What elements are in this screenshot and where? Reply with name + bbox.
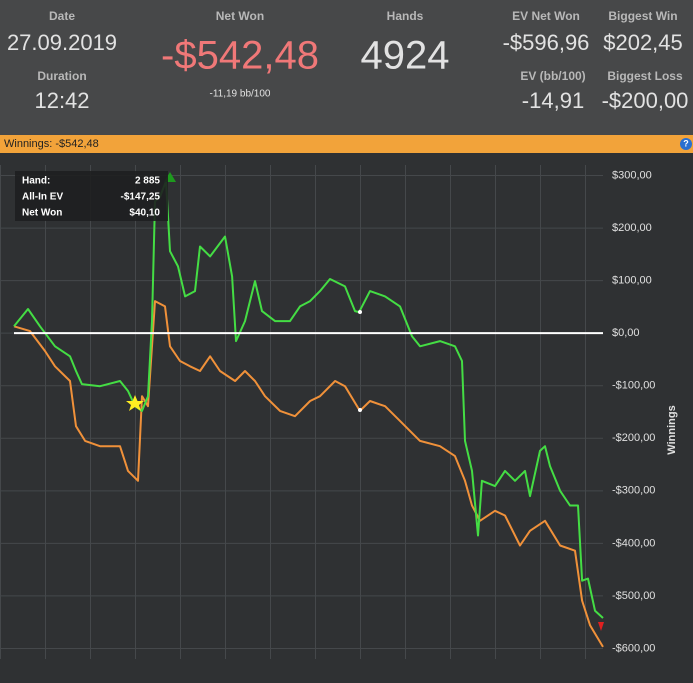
stats-panel — [0, 0, 693, 135]
bb100: -11,19 bb/100 — [210, 89, 271, 100]
y-tick-label: $200,00 — [612, 222, 652, 234]
y-tick-label: $100,00 — [612, 275, 652, 287]
label: Biggest Win — [608, 9, 677, 23]
tooltip-value: 2 885 — [135, 176, 160, 187]
y-tick-label: -$200,00 — [612, 432, 655, 444]
label: Hands — [387, 9, 424, 23]
label: Net Won — [216, 9, 264, 23]
y-tick-label: -$300,00 — [612, 485, 655, 497]
label: EV (bb/100) — [520, 69, 585, 83]
value: 27.09.2019 — [7, 30, 117, 55]
y-tick-label: -$600,00 — [612, 642, 655, 654]
label: Biggest Loss — [607, 69, 683, 83]
y-tick-label: -$100,00 — [612, 380, 655, 392]
value: -14,91 — [522, 88, 584, 113]
min-marker — [126, 395, 144, 411]
hover-dot — [358, 408, 362, 412]
label: Date — [49, 9, 75, 23]
winnings-bar — [0, 135, 693, 153]
tooltip-value: -$147,25 — [121, 192, 161, 203]
tooltip-value: $40,10 — [129, 208, 160, 219]
y-tick-label: $0,00 — [612, 327, 640, 339]
value: 12:42 — [34, 88, 89, 113]
plot — [0, 175, 604, 649]
label: EV Net Won — [512, 9, 580, 23]
value: $202,45 — [603, 30, 683, 55]
y-tick-label: -$400,00 — [612, 537, 655, 549]
label: Duration — [37, 69, 86, 83]
vertical-grid — [0, 165, 603, 659]
help-icon[interactable] — [680, 138, 692, 150]
tooltip-label: Hand: — [22, 176, 50, 187]
help-icon-text[interactable]: ? — [683, 138, 689, 148]
tooltip-label: Net Won — [22, 208, 62, 219]
y-axis-label: Winnings — [666, 405, 678, 454]
tooltip — [15, 171, 168, 221]
tooltip-label: All-In EV — [22, 192, 63, 203]
net-won: -$542,48 — [161, 34, 319, 78]
winnings-bar-text: Winnings: -$542,48 — [4, 138, 99, 150]
value: -$596,96 — [503, 30, 590, 55]
hover-dot — [358, 310, 362, 314]
y-tick-label: $300,00 — [612, 169, 652, 181]
hands: 4924 — [361, 34, 450, 78]
series-line — [13, 300, 604, 648]
y-tick-label: -$500,00 — [612, 590, 655, 602]
end-marker — [598, 622, 604, 631]
value: -$200,00 — [602, 88, 689, 113]
